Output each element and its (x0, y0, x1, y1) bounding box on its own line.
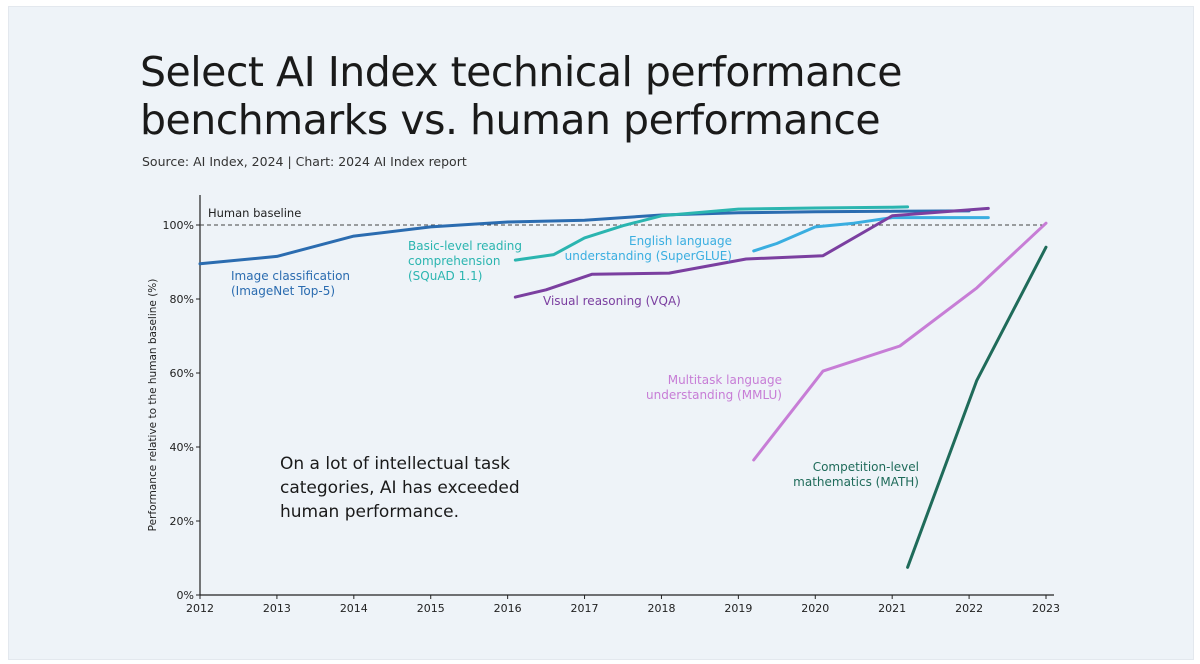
y-tick-label: 20% (170, 515, 194, 528)
title-line-1: Select AI Index technical performance (140, 48, 902, 96)
y-tick-label: 60% (170, 367, 194, 380)
series-label-basic-level-reading-comprehension-squad-1-1: (SQuAD 1.1) (408, 269, 482, 283)
series-line-competition-level-mathematics-math (906, 245, 1048, 569)
chart-title: Select AI Index technical performance be… (140, 48, 1100, 144)
x-tick-label: 2017 (571, 602, 599, 615)
human-baseline-label: Human baseline (208, 206, 301, 220)
series-label-image-classification-imagenet-top-5: (ImageNet Top-5) (231, 284, 335, 298)
series-label-basic-level-reading-comprehension-squad-1-1: comprehension (408, 254, 500, 268)
series-label-english-language-understanding-superglue: understanding (SuperGLUE) (565, 249, 732, 263)
annotation-line-2: categories, AI has exceeded (280, 478, 520, 498)
x-tick-label: 2019 (724, 602, 752, 615)
x-tick-label: 2013 (263, 602, 291, 615)
y-tick-label: 0% (177, 589, 194, 602)
series-line-english-language-understanding-superglue (752, 216, 990, 253)
x-tick-label: 2014 (340, 602, 368, 615)
series-label-multitask-language-understanding-mmlu: Multitask language (668, 373, 782, 387)
y-tick-label: 40% (170, 441, 194, 454)
annotation-line-3: human performance. (280, 502, 459, 522)
y-tick-label: 100% (163, 219, 194, 232)
x-tick-label: 2018 (647, 602, 675, 615)
title-line-2: benchmarks vs. human performance (140, 96, 881, 144)
annotation-text: On a lot of intellectual task categories… (280, 452, 570, 524)
x-tick-label: 2015 (417, 602, 445, 615)
series-label-visual-reasoning-vqa: Visual reasoning (VQA) (543, 294, 681, 308)
series-label-competition-level-mathematics-math: Competition-level (813, 460, 919, 474)
source-note: Source: AI Index, 2024 | Chart: 2024 AI … (142, 154, 467, 169)
series-label-english-language-understanding-superglue: English language (629, 234, 732, 248)
annotation-line-1: On a lot of intellectual task (280, 454, 511, 474)
series-line-basic-level-reading-comprehension-squad-1-1 (513, 205, 910, 262)
series-line-visual-reasoning-vqa (513, 206, 990, 299)
chart-card (8, 6, 1194, 660)
x-tick-label: 2016 (494, 602, 522, 615)
y-axis-label: Performance relative to the human baseli… (147, 279, 159, 532)
series-label-competition-level-mathematics-math: mathematics (MATH) (793, 475, 919, 489)
y-tick-label: 80% (170, 293, 194, 306)
series-line-multitask-language-understanding-mmlu (752, 221, 1048, 462)
x-tick-label: 2022 (955, 602, 983, 615)
x-tick-label: 2012 (186, 602, 214, 615)
x-tick-label: 2021 (878, 602, 906, 615)
x-tick-label: 2023 (1032, 602, 1060, 615)
series-label-basic-level-reading-comprehension-squad-1-1: Basic-level reading (408, 239, 522, 253)
series-label-multitask-language-understanding-mmlu: understanding (MMLU) (646, 388, 782, 402)
series-label-image-classification-imagenet-top-5: Image classification (231, 269, 350, 283)
series-line-image-classification-imagenet-top-5 (198, 209, 971, 266)
x-tick-label: 2020 (801, 602, 829, 615)
